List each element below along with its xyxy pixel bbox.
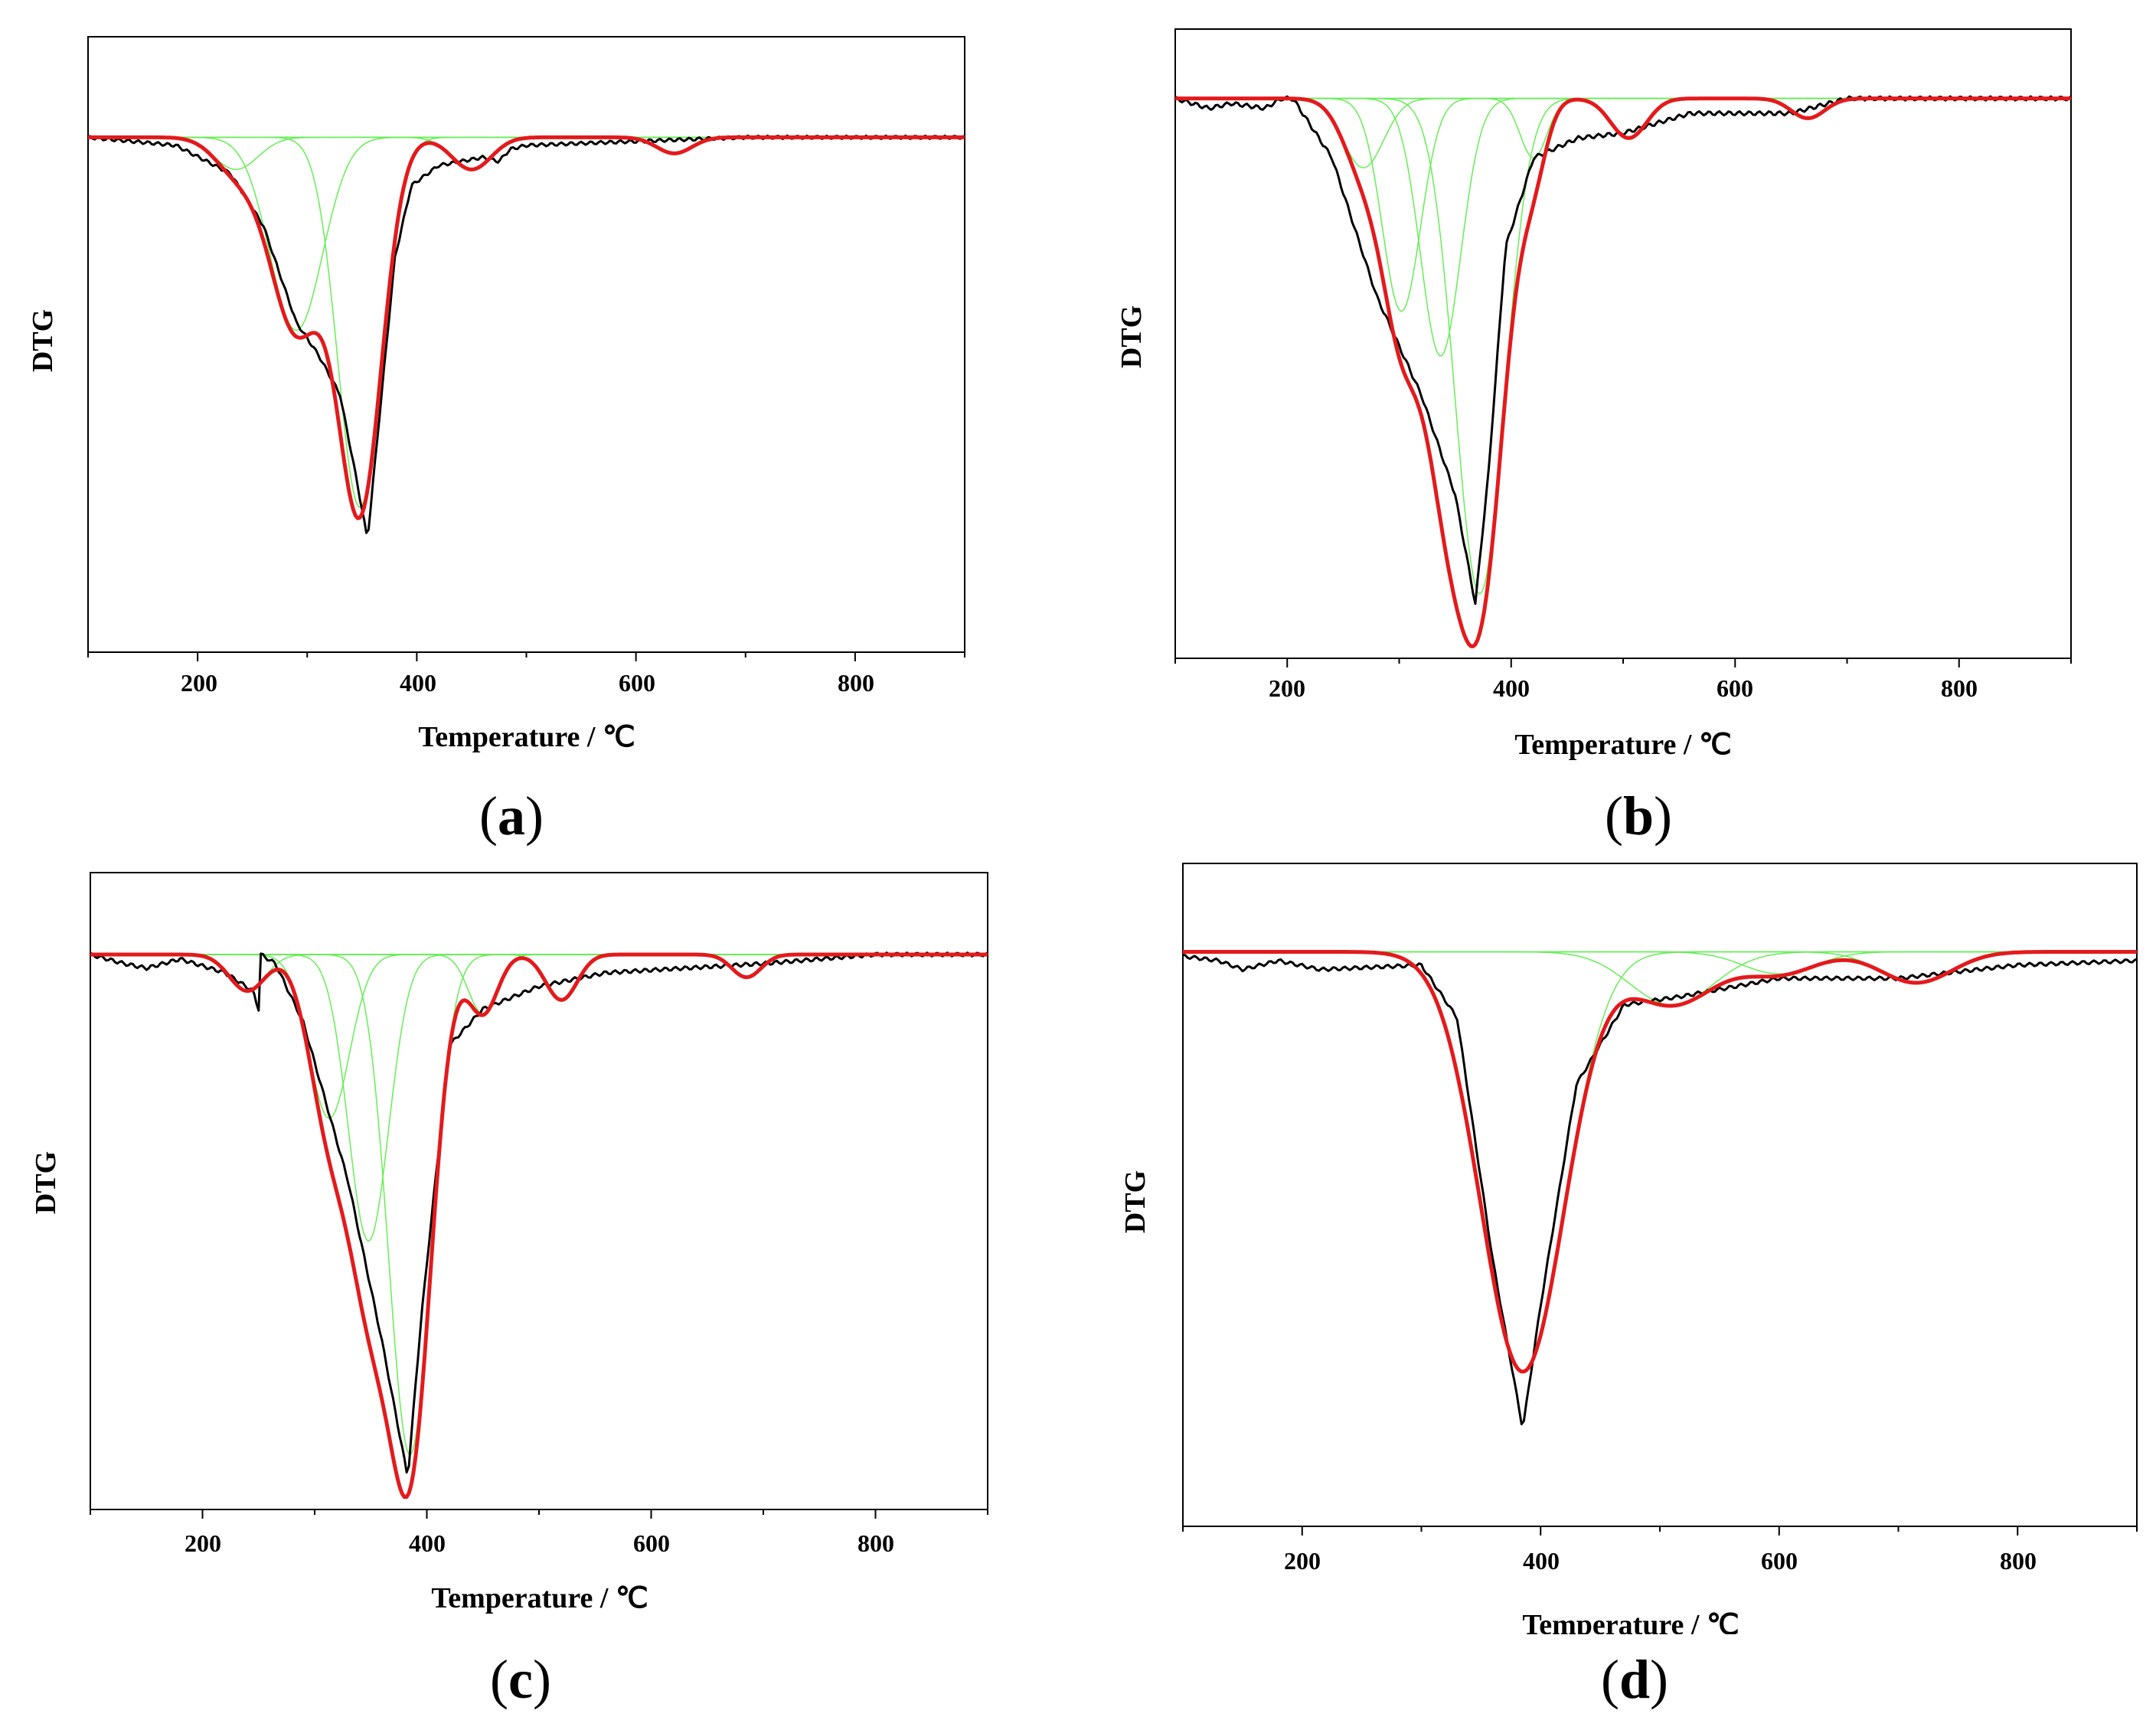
panel-c-fit-component	[90, 954, 988, 1119]
panel-b-fit-component	[1175, 97, 2071, 312]
panel-d-x-axis-title: Temperature / ℃	[1522, 1609, 1739, 1641]
panel-c-fit-component	[90, 954, 988, 1001]
panel-c-tick-label: 400	[409, 1529, 446, 1557]
panel-a-x-axis-title: Temperature / ℃	[418, 721, 635, 753]
panel-b-y-axis-title: DTG	[1116, 305, 1148, 368]
panel-a-label: (a)	[479, 785, 544, 847]
panel-a-plot	[87, 134, 965, 661]
panel-b-fit-component	[1175, 97, 2071, 168]
panel-a-tick-label: 200	[181, 669, 217, 697]
panel-b-tick-label: 200	[1269, 674, 1305, 702]
panel-a-measured-curve	[88, 134, 965, 534]
panel-a-tick-label: 800	[838, 669, 874, 697]
panel-b-tick-label: 400	[1493, 674, 1530, 702]
panel-d-fitted-curve	[1183, 950, 2137, 1374]
panel-c-plot	[90, 951, 988, 1519]
panel-d-plot	[1182, 950, 2138, 1536]
panel-b-label: (b)	[1605, 785, 1672, 847]
panel-c-tick-label: 200	[185, 1529, 221, 1557]
panel-c-tick-label: 800	[858, 1529, 894, 1557]
panel-d-y-axis-title: DTG	[1119, 1170, 1152, 1233]
panel-b-fitted-curve	[1175, 96, 2071, 648]
panel-a: 200 400 600 800 Temperature / ℃ DTG (a)	[27, 36, 965, 847]
panel-b-fit-component	[1175, 97, 2071, 139]
panel-c-fit-component	[90, 954, 988, 1455]
panel-a-fit-component	[88, 136, 965, 508]
panel-d-measured-curve	[1183, 954, 2137, 1425]
panel-d-tick-label: 200	[1284, 1547, 1321, 1575]
panel-a-plot-frame	[87, 36, 965, 653]
panel-d-tick-label: 600	[1761, 1547, 1798, 1575]
panel-c: 200 400 600 800 Temperature / ℃ DTG (c)	[30, 872, 988, 1710]
panel-b-fit-component	[1175, 97, 2071, 159]
panel-d-plot-frame	[1182, 863, 2138, 1527]
panel-c-tick-label: 600	[633, 1529, 670, 1557]
panel-b-plot	[1174, 95, 2072, 667]
panel-d-fit-component	[1183, 951, 2137, 1372]
panel-b-tick-label: 800	[1941, 674, 1978, 702]
panel-c-y-axis-title: DTG	[30, 1151, 62, 1214]
panel-d-tick-label: 800	[2000, 1547, 2037, 1575]
panel-d: 200 400 600 800 Temperature / ℃ DTG (d)	[1119, 863, 2138, 1710]
panel-a-y-axis-title: DTG	[27, 309, 59, 372]
panel-d-tick-label: 400	[1523, 1547, 1560, 1575]
panel-c-fit-component	[90, 954, 988, 1242]
panel-a-fitted-curve	[88, 135, 965, 521]
panel-d-label: (d)	[1601, 1649, 1668, 1710]
panel-c-x-axis-title: Temperature / ℃	[431, 1582, 648, 1614]
panel-c-measured-curve	[90, 951, 988, 1474]
panel-b-tick-label: 600	[1717, 674, 1753, 702]
panel-a-tick-label: 400	[400, 669, 436, 697]
panel-c-fit-component	[90, 954, 988, 1014]
panel-b-fit-component	[1175, 97, 2071, 595]
panel-b: 200 400 600 800 Temperature / ℃ DTG (b)	[1116, 28, 2072, 847]
panel-d-fit-component	[1183, 951, 2137, 1006]
panel-c-fitted-curve	[90, 952, 988, 1500]
panel-b-measured-curve	[1175, 95, 2071, 605]
panel-b-x-axis-title: Temperature / ℃	[1514, 729, 1731, 761]
panel-a-tick-label: 600	[619, 669, 655, 697]
panel-c-label: (c)	[490, 1649, 551, 1710]
